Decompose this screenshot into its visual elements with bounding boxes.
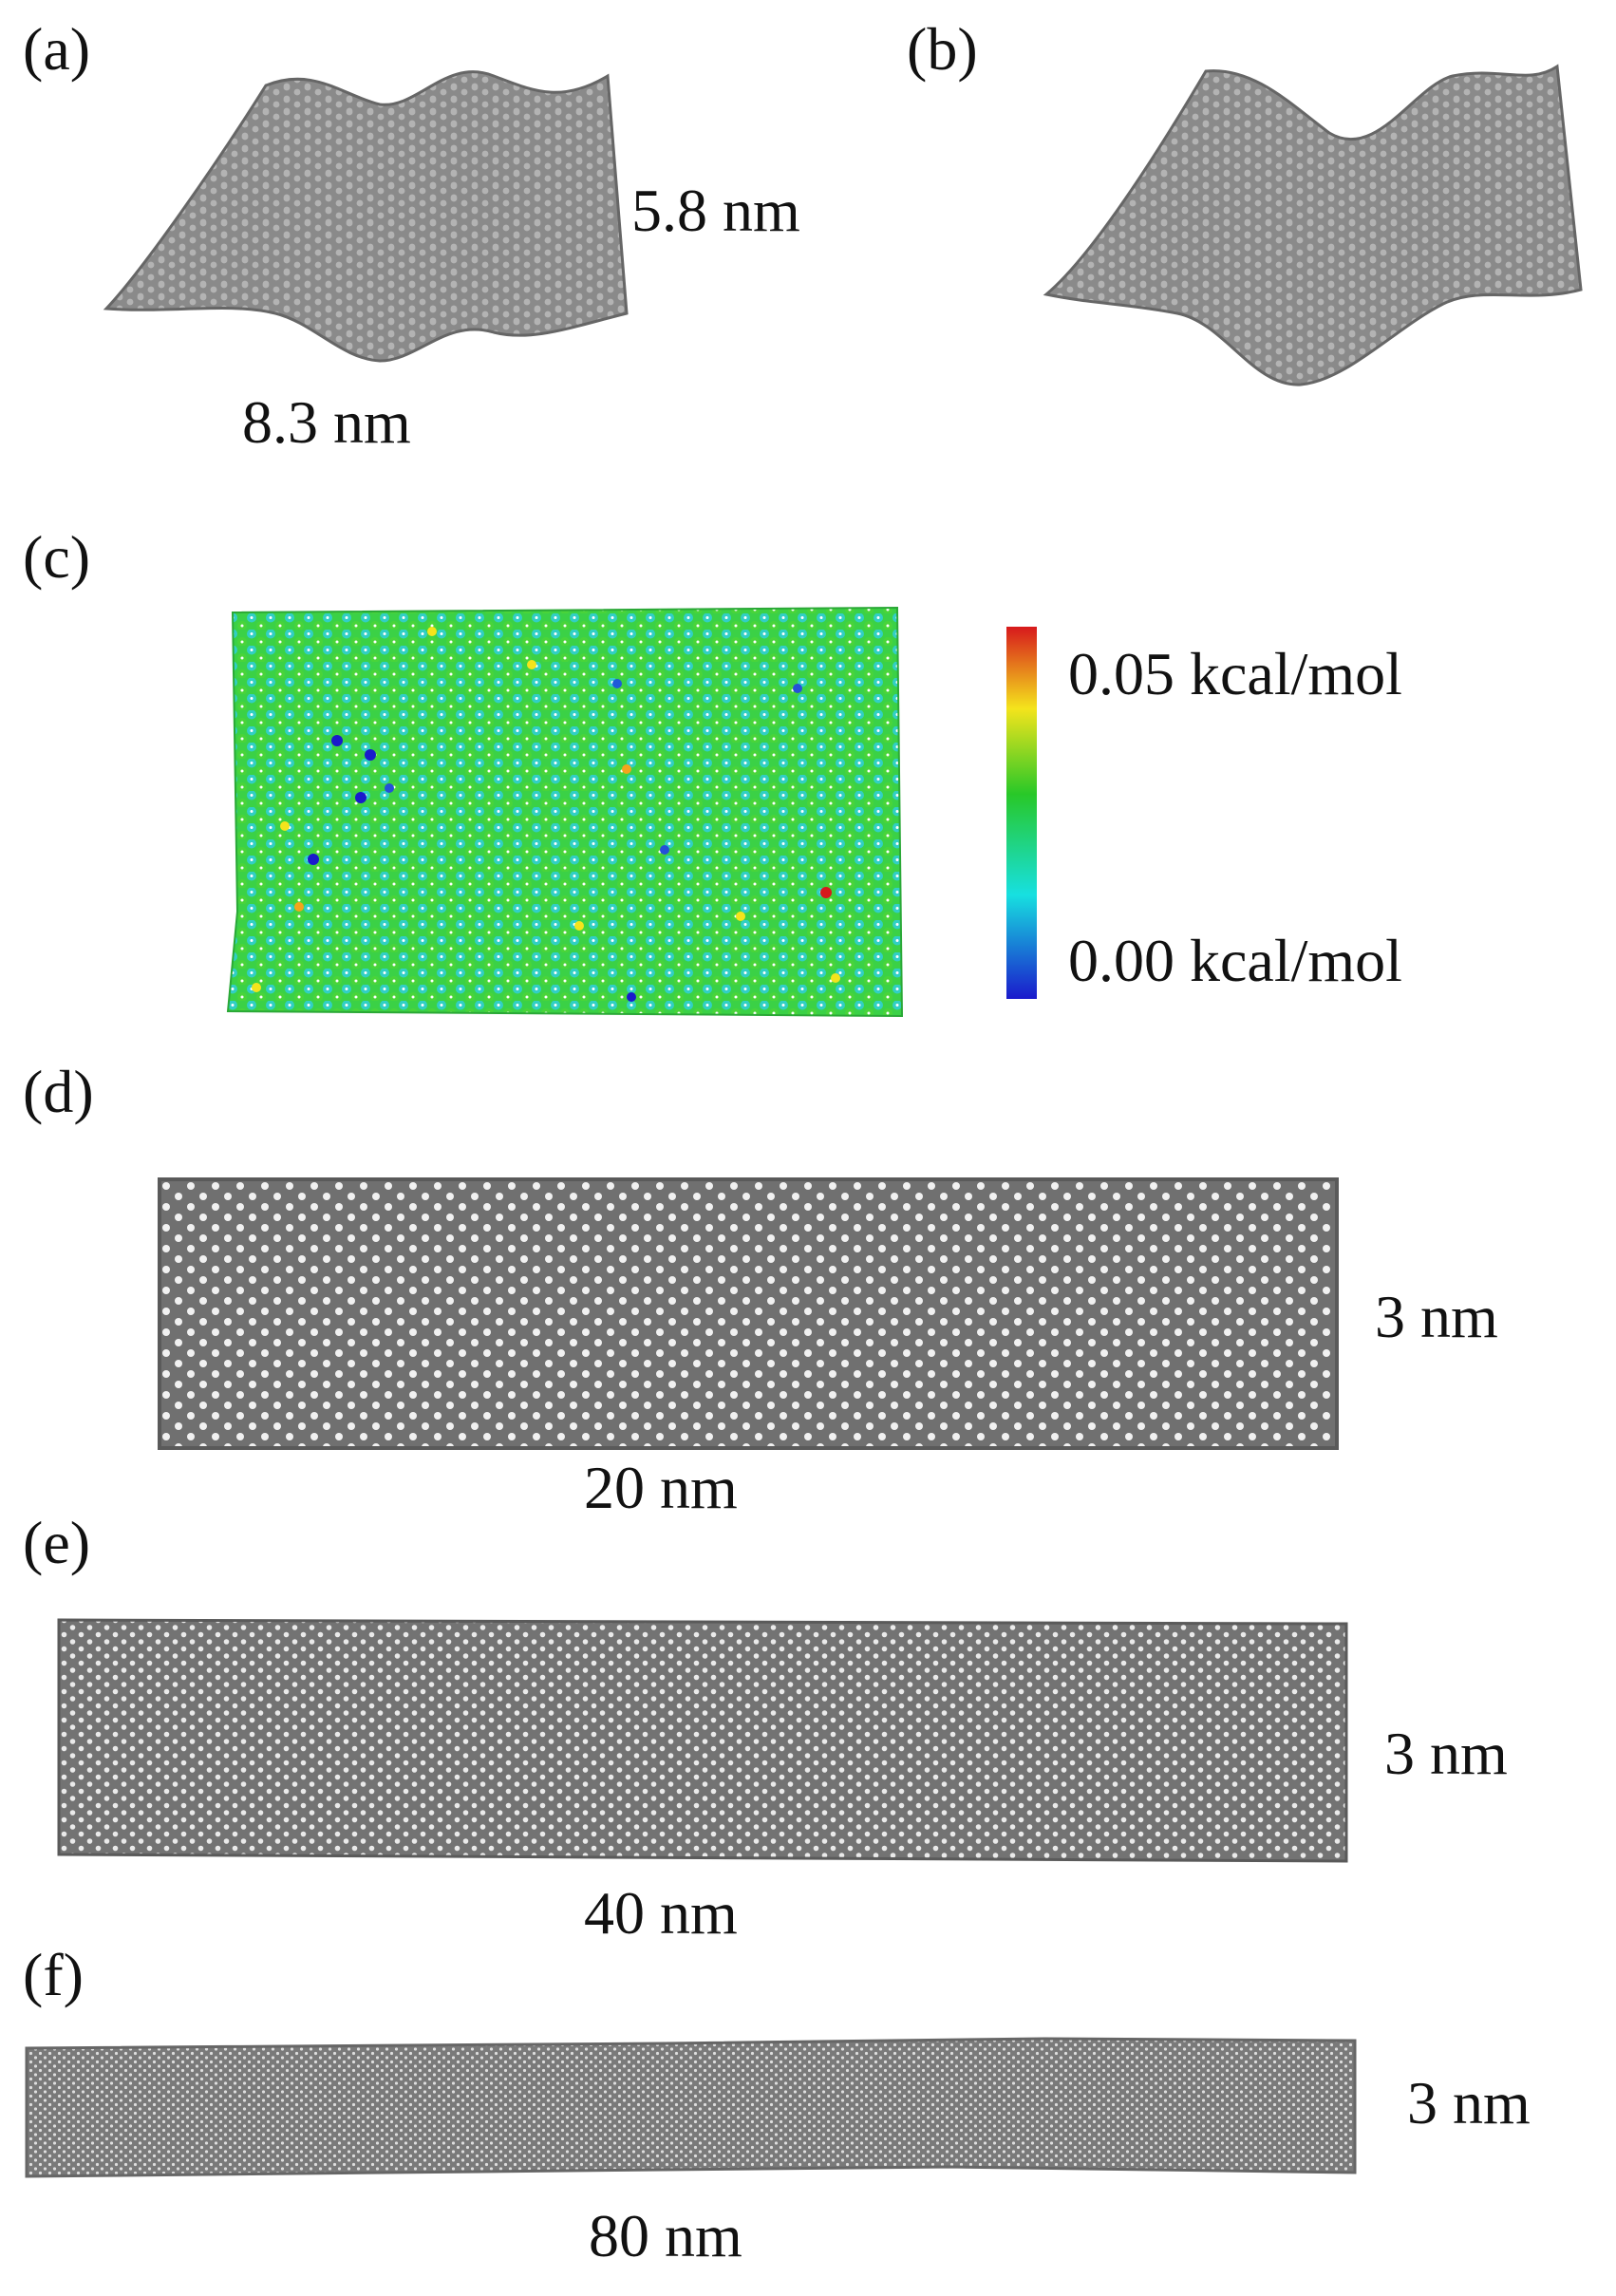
panel-e-sheet [57,1618,1348,1863]
panel-f-width-label: 80 nm [589,2202,742,2269]
panel-b-tag: (b) [907,15,978,83]
panel-d-width-label: 20 nm [584,1454,738,1521]
colorbar [1006,627,1037,999]
panel-a-height-label: 5.8 nm [631,177,800,244]
panel-a-sheet [103,70,629,363]
panel-d-sheet [158,1177,1339,1450]
panel-a-tag: (a) [23,15,91,83]
colorbar-min-label: 0.00 kcal/mol [1068,927,1402,994]
panel-c-tag: (c) [23,523,91,591]
panel-b-sheet [1043,64,1583,386]
colorbar-max-label: 0.05 kcal/mol [1068,640,1402,707]
panel-d-tag: (d) [23,1058,94,1125]
panel-f-sheet [25,2037,1357,2178]
panel-f-tag: (f) [23,1941,84,2008]
panel-d-height-label: 3 nm [1375,1283,1498,1350]
panel-e-height-label: 3 nm [1384,1720,1508,1787]
panel-c-sheet [226,606,904,1018]
panel-e-width-label: 40 nm [584,1879,738,1947]
panel-a-width-label: 8.3 nm [242,388,411,456]
panel-f-height-label: 3 nm [1407,2069,1531,2136]
panel-e-tag: (e) [23,1509,91,1576]
panel-c-hotspots [252,627,840,1002]
